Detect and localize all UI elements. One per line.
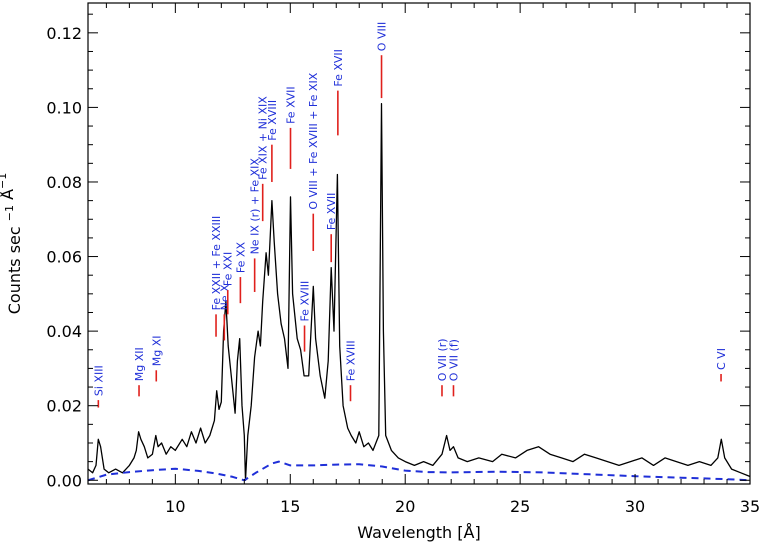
- line-id-label: Fe XXII + Fe XXIII: [210, 216, 223, 311]
- y-axis: 0.00 0.02 0.04 0.06 0.08 0.10 0.12: [46, 13, 750, 490]
- line-id-label: O VIII: [376, 22, 389, 51]
- line-id-label: Fe XVIII: [266, 100, 279, 141]
- line-id-label: O VII (f): [447, 339, 460, 381]
- line-id-label: Si XIII: [92, 365, 105, 396]
- data-series-line: [88, 103, 750, 481]
- plot-frame: [87, 2, 751, 485]
- line-id-label: Fe XVIII: [345, 340, 358, 381]
- y-tick-label: 0.08: [46, 173, 82, 192]
- line-id-label: O VIII + Fe XVIII + Fe XIX: [307, 72, 320, 209]
- line-id-label: Mg XI: [150, 336, 163, 367]
- x-tick-label: 35: [740, 497, 760, 516]
- line-id-label: Fe XIX + Ni XIX: [257, 96, 270, 180]
- x-tick-label: 15: [280, 497, 300, 516]
- line-id-label: Ne IX (r) + Fe XIX: [249, 158, 262, 255]
- x-tick-label: 10: [165, 497, 185, 516]
- line-id-label: O VII (r): [436, 338, 449, 381]
- x-tick-label: 30: [625, 497, 645, 516]
- line-id-label: Fe XXI: [222, 252, 235, 286]
- line-id-label: Fe XVII: [285, 86, 298, 124]
- y-tick-label: 0.04: [46, 322, 82, 341]
- y-tick-label: 0.12: [46, 24, 82, 43]
- model-series-line: [88, 460, 750, 482]
- x-tick-label: 20: [395, 497, 415, 516]
- y-tick-label: 0.02: [46, 397, 82, 416]
- line-id-label: Fe XX: [234, 242, 247, 274]
- x-axis: 10 15 20 25 30 35: [105, 3, 760, 516]
- y-tick-label: 0.00: [46, 471, 82, 490]
- line-id-label: Fe XVII: [325, 193, 338, 231]
- line-id-label: C VI: [715, 348, 728, 370]
- x-tick-label: 25: [510, 497, 530, 516]
- line-id-label: Fe XVII: [332, 49, 345, 87]
- y-tick-label: 0.10: [46, 98, 82, 117]
- line-id-label: Ne X: [218, 284, 231, 310]
- series-layer: [88, 103, 750, 482]
- line-id-label: Mg XII: [133, 347, 146, 381]
- x-axis-label: Wavelength [Å]: [357, 523, 480, 542]
- y-tick-label: 0.06: [46, 248, 82, 267]
- y-axis-label: Counts sec −1 Å−1: [0, 173, 24, 314]
- line-id-label: Fe XVIII: [299, 281, 312, 322]
